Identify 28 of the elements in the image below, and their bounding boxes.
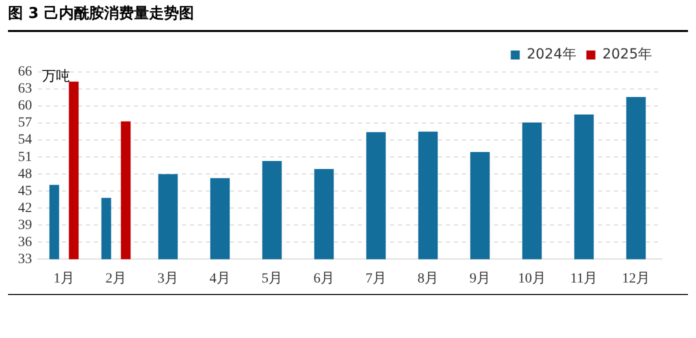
x-tick-label: 11月 xyxy=(570,271,598,286)
x-tick-label: 8月 xyxy=(418,271,438,286)
legend-label: 2024年 xyxy=(526,46,576,63)
x-tick-label: 1月 xyxy=(54,271,74,286)
y-tick-label: 39 xyxy=(18,218,32,233)
x-tick-label: 5月 xyxy=(262,271,282,286)
y-tick-label: 57 xyxy=(18,116,32,131)
y-tick-label: 60 xyxy=(18,98,32,114)
y-tick-label: 51 xyxy=(18,150,32,165)
y-tick-label: 42 xyxy=(18,200,32,216)
x-tick-label: 3月 xyxy=(158,271,178,286)
y-tick-label: 63 xyxy=(18,82,32,97)
y-tick-label: 66 xyxy=(18,64,32,80)
y-tick-label: 36 xyxy=(18,234,32,250)
x-tick-label: 6月 xyxy=(314,271,334,286)
x-tick-label: 7月 xyxy=(366,271,386,286)
y-axis-title: 万吨 xyxy=(42,68,70,85)
x-tick-label: 4月 xyxy=(210,271,230,286)
chart-title: 图 3 己内酰胺消费量走势图 xyxy=(8,4,194,23)
x-tick-label: 12月 xyxy=(622,271,650,286)
y-tick-label: 54 xyxy=(18,132,32,148)
y-tick-label: 48 xyxy=(18,166,32,182)
y-tick-label: 45 xyxy=(18,184,32,199)
legend-label: 2025年 xyxy=(602,46,652,63)
x-tick-label: 2月 xyxy=(106,271,126,286)
x-tick-label: 10月 xyxy=(518,271,546,286)
x-tick-label: 9月 xyxy=(470,271,490,286)
y-tick-label: 33 xyxy=(18,252,32,267)
